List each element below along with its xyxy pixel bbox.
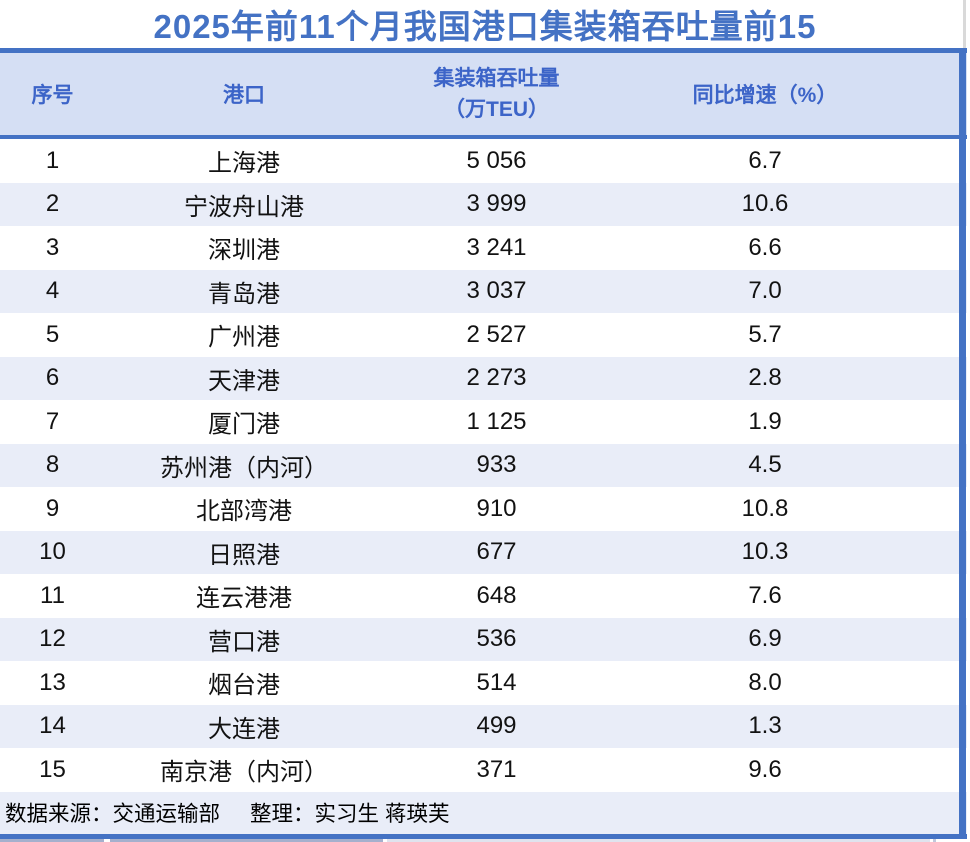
port-cell: 北部湾港 (196, 498, 292, 526)
rank-cell: 6 (45, 364, 60, 392)
rank-cell: 13 (39, 668, 66, 696)
throughput-cell: 2 273 (466, 364, 527, 392)
header-throughput-line2: （万TEU） (444, 98, 549, 121)
rank-cell: 11 (40, 581, 65, 609)
rank-cell: 5 (45, 320, 60, 348)
growth-cell: 6.9 (748, 625, 782, 653)
throughput-cell: 3 999 (466, 190, 527, 218)
growth-cell: 1.9 (748, 407, 782, 435)
rank-cell: 14 (39, 712, 66, 740)
compiler-label: 整理：实习生 蒋瑛芙 (250, 802, 450, 827)
rank-cell: 3 (45, 233, 60, 261)
table-row: 6 天津港 2 273 2.8 (0, 356, 967, 400)
throughput-cell: 933 (476, 451, 517, 479)
table-row: 10 日照港 677 10.3 (0, 530, 967, 574)
strip-segment (387, 838, 930, 842)
page-title: 2025年前11个月我国港口集装箱吞吐量前15 (153, 8, 817, 45)
port-cell: 日照港 (208, 541, 280, 569)
throughput-cell: 5 056 (466, 146, 527, 174)
throughput-cell: 1 125 (466, 407, 527, 435)
port-cell: 营口港 (208, 628, 280, 656)
growth-cell: 2.8 (748, 364, 782, 392)
rank-cell: 12 (39, 625, 66, 653)
header-growth: 同比增速（%） (692, 84, 838, 107)
rank-cell: 10 (39, 538, 66, 566)
port-cell: 宁波舟山港 (184, 193, 304, 221)
growth-cell: 10.6 (741, 190, 789, 218)
throughput-cell: 3 037 (466, 277, 527, 305)
throughput-cell: 677 (476, 538, 517, 566)
cropped-next-row-strip (0, 838, 970, 842)
growth-cell: 10.3 (741, 538, 789, 566)
data-source-label: 数据来源：交通运输部 (5, 802, 221, 827)
table-footer: 数据来源：交通运输部 整理：实习生 蒋瑛芙 (0, 791, 967, 834)
growth-cell: 4.5 (748, 451, 782, 479)
table-row: 5 广州港 2 527 5.7 (0, 313, 967, 357)
table-row: 15 南京港（内河） 371 9.6 (0, 748, 967, 792)
port-cell: 青岛港 (208, 280, 280, 308)
throughput-cell: 910 (476, 494, 517, 522)
table-header-row: 序号 港口 集装箱吞吐量 （万TEU） 同比增速（%） (0, 53, 967, 135)
header-bottom-rule (0, 135, 967, 139)
table-row: 12 营口港 536 6.9 (0, 617, 967, 661)
port-cell: 广州港 (208, 324, 280, 352)
title-bar: 2025年前11个月我国港口集装箱吞吐量前15 (0, 0, 970, 48)
throughput-cell: 648 (476, 581, 517, 609)
port-cell: 上海港 (208, 150, 280, 178)
growth-cell: 8.0 (748, 668, 782, 696)
port-cell: 深圳港 (208, 237, 280, 265)
strip-segment (110, 838, 383, 842)
window-edge-line (963, 0, 966, 48)
rank-cell: 7 (45, 407, 60, 435)
strip-divider (933, 838, 936, 842)
port-cell: 烟台港 (208, 672, 280, 700)
growth-cell: 6.6 (748, 233, 782, 261)
header-port: 港口 (223, 84, 265, 107)
port-cell: 天津港 (208, 367, 280, 395)
rank-cell: 15 (39, 755, 66, 783)
rank-cell: 4 (45, 277, 60, 305)
table-row: 9 北部湾港 910 10.8 (0, 487, 967, 531)
strip-segment (0, 838, 104, 842)
table-row: 13 烟台港 514 8.0 (0, 661, 967, 705)
table-row: 4 青岛港 3 037 7.0 (0, 269, 967, 313)
growth-cell: 7.0 (748, 277, 782, 305)
table-row: 3 深圳港 3 241 6.6 (0, 226, 967, 270)
table-row: 8 苏州港（内河） 933 4.5 (0, 443, 967, 487)
header-throughput: 集装箱吞吐量 （万TEU） (383, 63, 610, 125)
table-right-border-line (959, 48, 966, 838)
throughput-cell: 2 527 (466, 320, 527, 348)
header-index: 序号 (31, 84, 74, 107)
port-cell: 苏州港（内河） (160, 454, 328, 482)
header-throughput-line1: 集装箱吞吐量 (433, 67, 560, 90)
throughput-cell: 499 (476, 712, 517, 740)
rank-cell: 8 (45, 451, 60, 479)
rank-cell: 9 (45, 494, 60, 522)
bottom-rule (0, 834, 967, 839)
growth-cell: 1.3 (748, 712, 782, 740)
rank-cell: 1 (45, 146, 60, 174)
table-row: 11 连云港港 648 7.6 (0, 574, 967, 618)
growth-cell: 7.6 (748, 581, 782, 609)
throughput-cell: 371 (476, 755, 517, 783)
port-cell: 南京港（内河） (160, 759, 328, 787)
port-cell: 大连港 (208, 715, 280, 743)
growth-cell: 9.6 (748, 755, 782, 783)
rank-cell: 2 (45, 190, 60, 218)
growth-cell: 6.7 (748, 146, 782, 174)
throughput-cell: 514 (476, 668, 517, 696)
table-row: 2 宁波舟山港 3 999 10.6 (0, 182, 967, 226)
port-cell: 厦门港 (208, 411, 280, 439)
table-row: 14 大连港 499 1.3 (0, 704, 967, 748)
table-row: 7 厦门港 1 125 1.9 (0, 400, 967, 444)
table-row: 1 上海港 5 056 6.7 (0, 139, 967, 183)
throughput-cell: 3 241 (466, 233, 527, 261)
port-cell: 连云港港 (196, 585, 292, 613)
throughput-cell: 536 (476, 625, 517, 653)
growth-cell: 5.7 (748, 320, 782, 348)
table-rows: 1 上海港 5 056 6.7 2 宁波舟山港 3 999 10.6 3 深圳港 3 241 6.6 4… (0, 139, 967, 792)
top-rule (0, 48, 967, 53)
growth-cell: 10.8 (741, 494, 789, 522)
